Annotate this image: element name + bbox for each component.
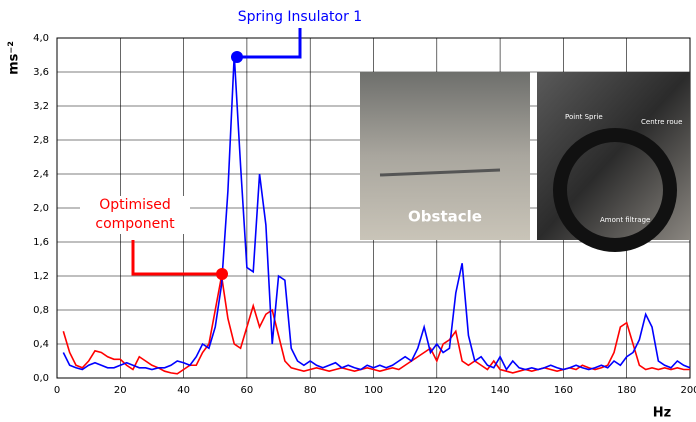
x-tick-label: 160	[554, 385, 573, 396]
x-tick-label: 20	[114, 385, 127, 396]
callout-dot	[216, 268, 228, 280]
x-tick-label: 140	[491, 385, 510, 396]
photo-label: Obstacle	[408, 208, 482, 226]
y-tick-label: 4,0	[33, 33, 49, 44]
y-tick-label: 2,4	[33, 169, 49, 180]
lines	[62, 54, 691, 375]
x-tick-label: 60	[241, 385, 254, 396]
x-tick-label: 40	[177, 385, 190, 396]
photo-tyre	[553, 128, 677, 252]
photo-tag: Centre roue	[641, 118, 682, 126]
y-tick-label: 0,8	[33, 305, 49, 316]
x-tick-label: 0	[54, 385, 60, 396]
y-tick-label: 3,2	[33, 101, 49, 112]
callout-line	[237, 28, 302, 59]
callout-line	[131, 240, 222, 276]
series-label: Spring Insulator 1	[238, 9, 362, 25]
photo-obstacle	[360, 72, 530, 240]
series-line	[62, 54, 691, 372]
x-axis-label: Hz	[653, 406, 671, 421]
series-label: Optimised component	[80, 196, 190, 234]
y-tick-label: 1,2	[33, 271, 49, 282]
x-tick-label: 100	[364, 385, 383, 396]
y-tick-label: 0,4	[33, 339, 49, 350]
y-tick-label: 0,0	[33, 373, 49, 384]
x-tick-label: 180	[617, 385, 636, 396]
y-tick-label: 3,6	[33, 67, 49, 78]
callout-dot	[231, 51, 243, 63]
photo-tag: Point Sprie	[565, 113, 603, 121]
y-tick-label: 1,6	[33, 237, 49, 248]
series-line	[62, 275, 690, 375]
y-tick-label: 2,8	[33, 135, 49, 146]
photo-tag: Amont filtrage	[600, 216, 650, 224]
photo-bar	[379, 168, 501, 177]
x-tick-label: 200	[680, 385, 696, 396]
x-tick-label: 80	[304, 385, 317, 396]
x-tick-label: 120	[427, 385, 446, 396]
y-tick-label: 2,0	[33, 203, 49, 214]
y-axis-label: ms⁻²	[7, 41, 22, 75]
